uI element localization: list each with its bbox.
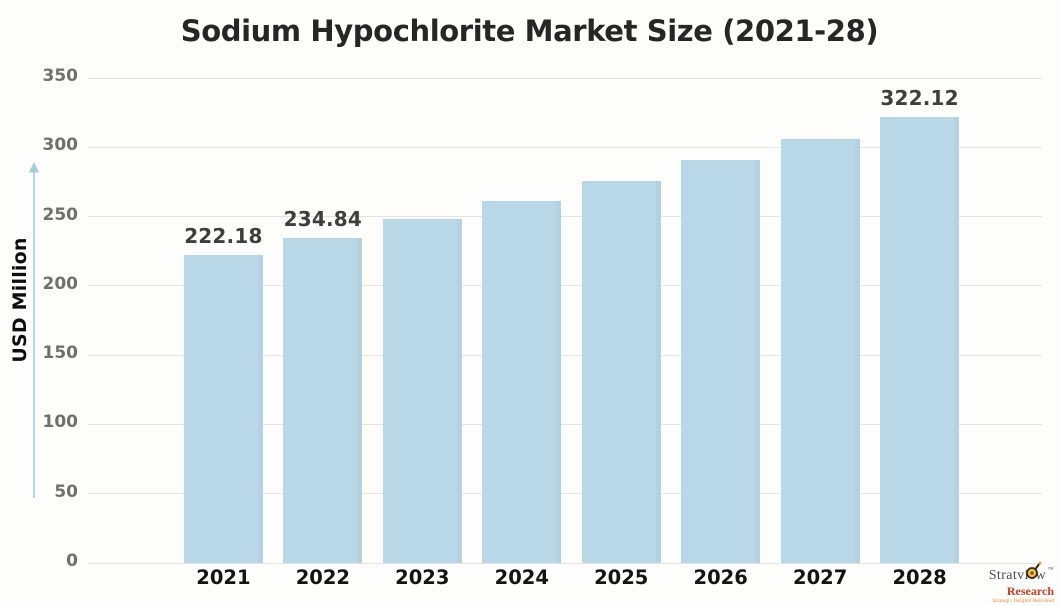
plot-area: 222.18 234.84 322.12	[88, 77, 1042, 564]
bar-2024	[482, 200, 562, 564]
x-tick-2025: 2025	[594, 566, 649, 589]
x-tick-2024: 2024	[494, 566, 549, 589]
y-tick-100: 100	[42, 412, 79, 433]
gridline-200	[88, 285, 1042, 287]
bar-2027	[780, 138, 860, 564]
brand-name: Stratview ™	[954, 562, 1056, 584]
bar-value-2028: 322.12	[880, 85, 959, 110]
y-axis-arrow-icon	[28, 162, 40, 498]
y-tick-350: 350	[42, 66, 79, 86]
bar-value-2022: 234.84	[283, 206, 363, 231]
chart-title: Sodium Hypochlorite Market Size (2021-28…	[180, 14, 879, 48]
trademark-symbol: ™	[1047, 567, 1054, 574]
x-tick-2026: 2026	[693, 566, 748, 589]
x-tick-2023: 2023	[395, 566, 450, 589]
y-tick-300: 300	[42, 135, 79, 156]
x-tick-2027: 2027	[793, 566, 848, 589]
gridline-0	[88, 562, 1042, 564]
bar-2022	[283, 237, 363, 564]
bar-value-2021: 222.18	[184, 224, 263, 249]
gridline-250	[88, 216, 1042, 218]
stratview-research-logo: Stratview ™ Research Strategic Insights D…	[954, 562, 1056, 604]
y-tick-0: 0	[66, 551, 78, 571]
brand-tagline: Strategic Insights Delivered	[992, 598, 1054, 604]
x-tick-2028: 2028	[892, 566, 947, 589]
gridline-100	[88, 423, 1042, 425]
brand-division: Research	[1006, 584, 1054, 599]
x-tick-2022: 2022	[295, 566, 350, 589]
y-tick-50: 50	[54, 481, 78, 502]
bar-2025	[581, 180, 661, 564]
bar-2026	[681, 160, 761, 563]
gridline-350	[88, 77, 1042, 79]
bar-2023	[382, 219, 462, 563]
y-tick-250: 250	[42, 204, 79, 225]
gridline-50	[88, 493, 1042, 495]
x-tick-2021: 2021	[196, 566, 251, 589]
magnifier-icon	[1026, 562, 1042, 580]
y-tick-150: 150	[42, 343, 79, 364]
gridline-150	[88, 354, 1042, 356]
bar-2028	[880, 116, 960, 564]
gridline-300	[88, 146, 1042, 148]
y-tick-200: 200	[42, 273, 79, 294]
bar-2021	[183, 255, 263, 563]
